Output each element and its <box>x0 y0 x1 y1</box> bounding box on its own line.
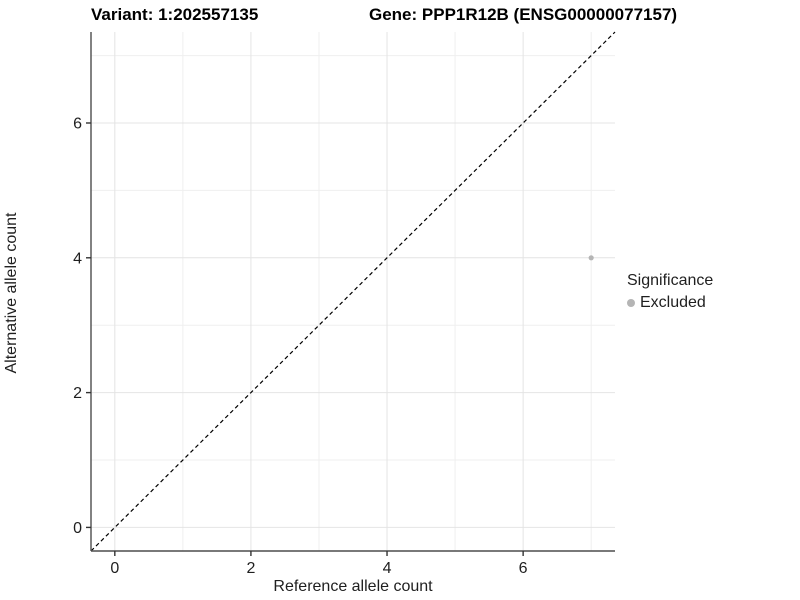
legend-entry-label: Excluded <box>640 294 706 311</box>
y-axis-label: Alternative allele count <box>3 212 20 374</box>
x-tick-label: 2 <box>246 560 255 577</box>
legend: Significance Excluded <box>627 272 713 312</box>
gene-title: Gene: PPP1R12B (ENSG00000077157) <box>369 5 678 24</box>
x-tick-label: 4 <box>383 560 392 577</box>
x-axis-label: Reference allele count <box>273 578 433 595</box>
data-point-excluded <box>588 255 594 261</box>
x-tick-label: 6 <box>519 560 528 577</box>
excluded-dot-icon <box>627 299 635 307</box>
x-tick-label: 0 <box>110 560 119 577</box>
y-tick-label: 0 <box>73 520 82 537</box>
y-tick-label: 2 <box>73 385 82 402</box>
identity-dashed-line <box>90 31 616 552</box>
y-tick-label: 6 <box>73 115 82 132</box>
legend-title: Significance <box>627 272 714 289</box>
y-tick-label: 4 <box>73 250 82 267</box>
variant-title: Variant: 1:202557135 <box>91 5 259 24</box>
legend-entry-excluded: Excluded <box>627 294 713 312</box>
